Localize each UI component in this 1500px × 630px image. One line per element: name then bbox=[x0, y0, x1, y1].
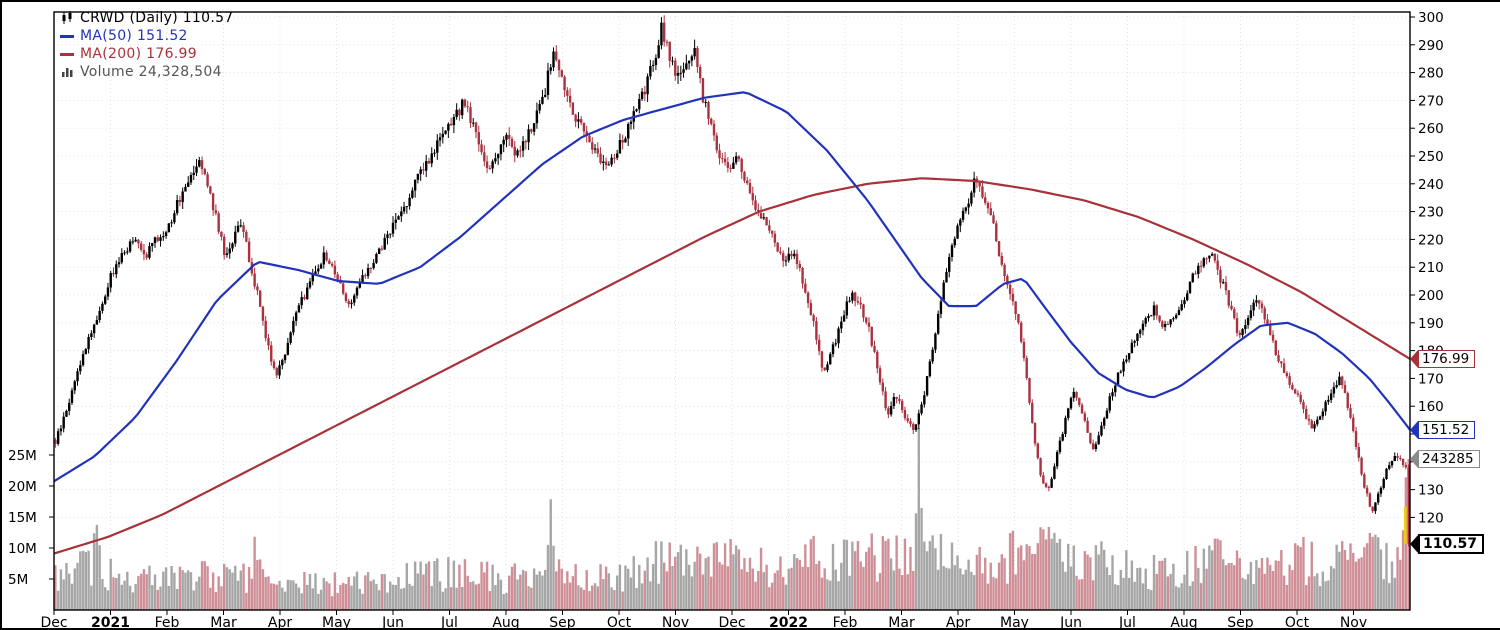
price-tick-label: 270 bbox=[1418, 93, 1444, 109]
volume-bars-up bbox=[56, 428, 1396, 610]
legend-row-volume: Volume 24,328,504 bbox=[60, 64, 234, 80]
month-label: Nov bbox=[662, 615, 689, 630]
legend-ma200-text: MA(200) 176.99 bbox=[80, 46, 197, 62]
gridlines bbox=[54, 12, 1410, 610]
chart-legend: CRWD (Daily) 110.57 MA(50) 151.52 MA(200… bbox=[60, 10, 234, 80]
legend-row-ma200: MA(200) 176.99 bbox=[60, 46, 234, 62]
ma50-line bbox=[54, 91, 1410, 483]
month-label: Jun bbox=[1059, 615, 1082, 630]
month-label: Oct bbox=[607, 615, 632, 630]
price-tick-label: 260 bbox=[1418, 121, 1444, 137]
ma200-line-icon bbox=[60, 52, 74, 56]
volume-tick-label: 5M bbox=[8, 572, 28, 588]
legend-row-symbol: CRWD (Daily) 110.57 bbox=[60, 10, 234, 26]
price-tick-label: 150 bbox=[1418, 427, 1444, 443]
month-label: Dec bbox=[40, 615, 67, 630]
month-label: Sep bbox=[1227, 615, 1254, 630]
month-label: Nov bbox=[1340, 615, 1367, 630]
ma50-line-icon bbox=[60, 34, 74, 38]
legend-ma50-text: MA(50) 151.52 bbox=[80, 28, 188, 44]
price-tick-label: 120 bbox=[1418, 510, 1444, 526]
price-tick-label: 180 bbox=[1418, 344, 1444, 360]
month-label: Jul bbox=[440, 615, 458, 630]
month-label: Feb bbox=[155, 615, 180, 630]
month-label: Aug bbox=[492, 615, 519, 630]
ma50-line-swatch bbox=[60, 34, 74, 38]
month-label: Apr bbox=[946, 615, 970, 630]
price-tick-label: 280 bbox=[1418, 66, 1444, 82]
month-label: Jul bbox=[1118, 615, 1136, 630]
volume-tick-label: 20M bbox=[8, 479, 37, 495]
price-tick-label: 230 bbox=[1418, 205, 1444, 221]
volume-bars-icon bbox=[60, 66, 74, 78]
legend-volume-text: Volume 24,328,504 bbox=[80, 64, 222, 80]
legend-symbol-text: CRWD (Daily) 110.57 bbox=[80, 10, 234, 26]
month-label: May bbox=[322, 615, 351, 630]
price-tick-label: 160 bbox=[1418, 399, 1444, 415]
month-label: Sep bbox=[549, 615, 576, 630]
price-tick-label: 190 bbox=[1418, 316, 1444, 332]
month-label: Aug bbox=[1170, 615, 1197, 630]
candle-wicks-up bbox=[57, 17, 1396, 514]
volume-axis: 25M 20M 15M 10M 5M bbox=[8, 448, 54, 588]
month-label: Dec bbox=[718, 615, 745, 630]
month-label: Oct bbox=[1285, 615, 1310, 630]
price-tick-label: 290 bbox=[1418, 38, 1444, 54]
candlestick-icon bbox=[60, 11, 74, 25]
price-tick-label: 240 bbox=[1418, 177, 1444, 193]
price-tick-label: 140 bbox=[1418, 455, 1444, 471]
month-label: Mar bbox=[210, 615, 237, 630]
price-tick-label: 300 bbox=[1418, 10, 1444, 26]
month-label: 2021 bbox=[91, 615, 130, 630]
month-label: May bbox=[1000, 615, 1029, 630]
date-axis: Dec 2021 Feb Mar Apr May Jun Jul Aug Sep Oct Nov Dec… bbox=[40, 610, 1367, 630]
price-tick-label: 130 bbox=[1418, 483, 1444, 499]
month-label: Apr bbox=[268, 615, 292, 630]
month-label: 2022 bbox=[769, 615, 808, 630]
price-tick-label: 200 bbox=[1418, 288, 1444, 304]
volume-tick-label: 15M bbox=[8, 510, 37, 526]
month-label: Jun bbox=[381, 615, 404, 630]
chart-series-layer bbox=[54, 15, 1410, 610]
month-label: Feb bbox=[833, 615, 858, 630]
ma200-line-swatch bbox=[60, 52, 74, 56]
price-axis: 300 290 280 270 260 250 240 230 220 210 200 190 180 1… bbox=[1410, 10, 1444, 526]
volume-bars-down bbox=[54, 459, 1410, 610]
price-tick-label: 250 bbox=[1418, 149, 1444, 165]
price-tick-label: 170 bbox=[1418, 371, 1444, 387]
month-label: Mar bbox=[888, 615, 915, 630]
legend-row-ma50: MA(50) 151.52 bbox=[60, 28, 234, 44]
volume-tick-label: 25M bbox=[8, 448, 37, 464]
last-price-marker bbox=[1404, 506, 1407, 544]
price-tick-label: 210 bbox=[1418, 260, 1444, 276]
ma200-line bbox=[54, 177, 1410, 555]
volume-tick-label: 10M bbox=[8, 541, 37, 557]
price-tick-label: 220 bbox=[1418, 232, 1444, 248]
